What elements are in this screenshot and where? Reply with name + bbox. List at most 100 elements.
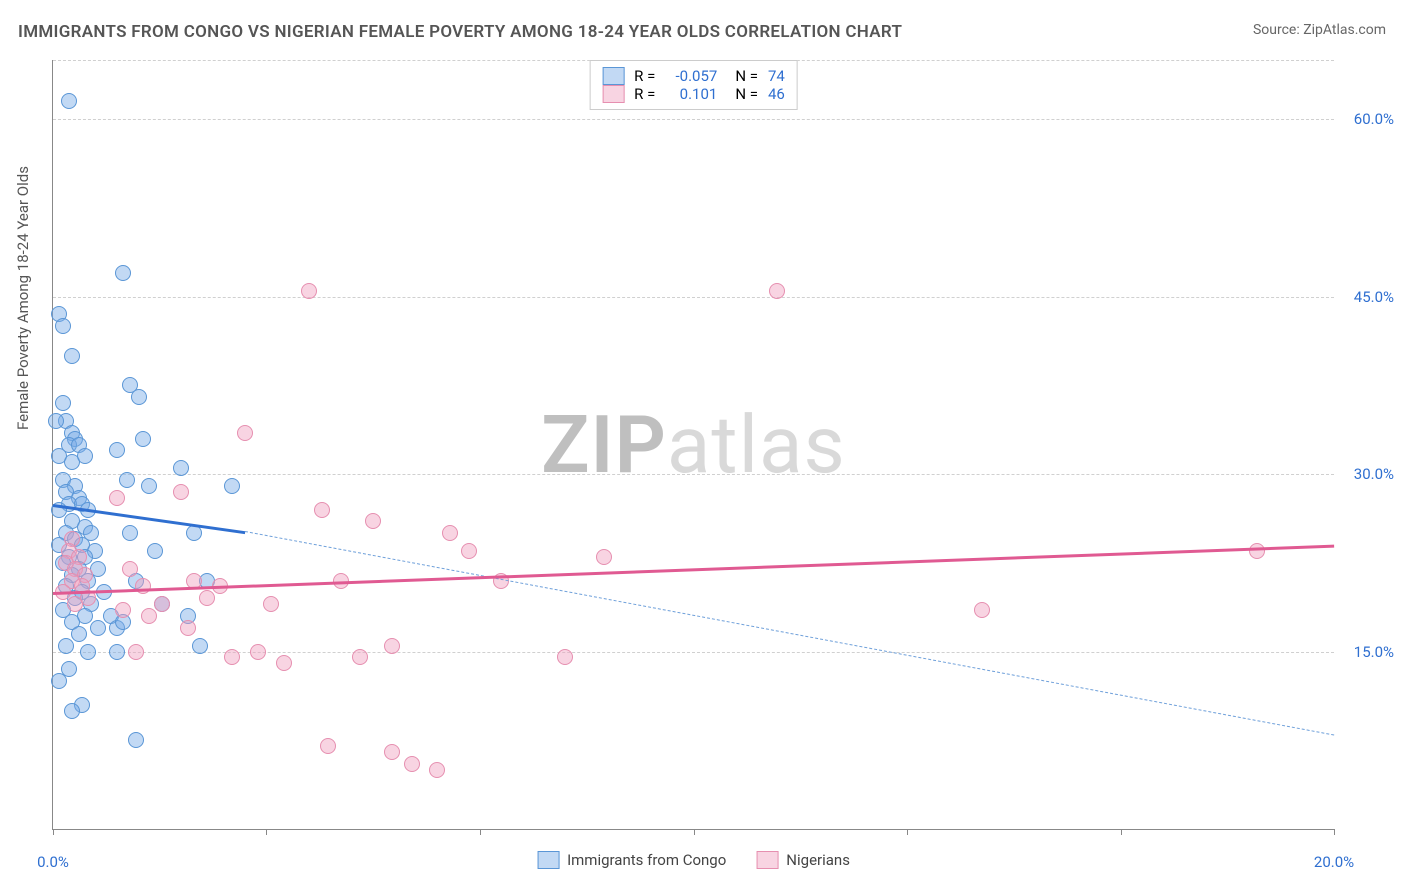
data-point <box>58 638 74 654</box>
data-point <box>71 626 87 642</box>
data-point <box>64 348 80 364</box>
data-point <box>55 395 71 411</box>
data-point <box>384 744 400 760</box>
data-point <box>461 543 477 559</box>
data-point <box>237 425 253 441</box>
watermark: ZIPatlas <box>541 398 846 492</box>
watermark-part2: atlas <box>667 398 846 492</box>
legend-n-value-0: 74 <box>768 67 785 85</box>
watermark-part1: ZIP <box>541 398 667 492</box>
data-point <box>557 649 573 665</box>
legend-n-label-0: N = <box>735 67 758 85</box>
legend-swatch-0 <box>602 67 624 85</box>
data-point <box>429 762 445 778</box>
data-point <box>90 620 106 636</box>
data-point <box>384 638 400 654</box>
data-point <box>141 608 157 624</box>
data-point <box>141 478 157 494</box>
data-point <box>442 525 458 541</box>
x-tick <box>907 829 908 835</box>
data-point <box>320 738 336 754</box>
x-tick <box>480 829 481 835</box>
data-point <box>769 283 785 299</box>
data-point <box>974 602 990 618</box>
data-point <box>67 596 83 612</box>
data-point <box>404 756 420 772</box>
series-name-0: Immigrants from Congo <box>567 851 726 869</box>
data-point <box>80 644 96 660</box>
correlation-legend: R = -0.057 N = 74 R = 0.101 N = 46 <box>589 60 798 110</box>
data-point <box>250 644 266 660</box>
x-tick <box>53 829 54 835</box>
data-point <box>135 578 151 594</box>
data-point <box>135 431 151 447</box>
gridline-h <box>53 652 1334 653</box>
x-tick-label: 0.0% <box>37 853 69 871</box>
data-point <box>352 649 368 665</box>
source-name: ZipAtlas.com <box>1303 22 1386 38</box>
data-point <box>154 596 170 612</box>
gridline-h <box>53 297 1334 298</box>
x-tick <box>266 829 267 835</box>
data-point <box>1249 543 1265 559</box>
data-point <box>301 283 317 299</box>
data-point <box>192 638 208 654</box>
data-point <box>224 649 240 665</box>
data-point <box>122 561 138 577</box>
data-point <box>131 389 147 405</box>
correlation-legend-row-0: R = -0.057 N = 74 <box>602 67 785 85</box>
data-point <box>128 732 144 748</box>
legend-n-label-1: N = <box>735 85 758 103</box>
legend-r-value-0: -0.057 <box>665 67 717 85</box>
data-point <box>596 549 612 565</box>
legend-n-value-1: 46 <box>768 85 785 103</box>
series-legend-item-1: Nigerians <box>756 851 850 869</box>
data-point <box>48 413 64 429</box>
x-tick <box>694 829 695 835</box>
data-point <box>180 620 196 636</box>
data-point <box>115 265 131 281</box>
data-point <box>109 644 125 660</box>
series-legend-item-0: Immigrants from Congo <box>537 851 726 869</box>
data-point <box>109 442 125 458</box>
y-tick-label: 60.0% <box>1338 110 1394 128</box>
data-point <box>64 703 80 719</box>
data-point <box>365 513 381 529</box>
data-point <box>109 490 125 506</box>
chart-title: IMMIGRANTS FROM CONGO VS NIGERIAN FEMALE… <box>18 22 902 42</box>
data-point <box>173 460 189 476</box>
x-tick <box>1334 829 1335 835</box>
data-point <box>77 448 93 464</box>
trend-line <box>53 545 1334 595</box>
source-prefix: Source: <box>1253 22 1303 38</box>
trend-line <box>245 531 1334 735</box>
data-point <box>55 318 71 334</box>
data-point <box>199 590 215 606</box>
y-tick-label: 15.0% <box>1338 643 1394 661</box>
legend-r-label-0: R = <box>634 67 655 85</box>
data-point <box>61 93 77 109</box>
legend-swatch-bottom-1 <box>756 851 778 869</box>
legend-swatch-bottom-0 <box>537 851 559 869</box>
data-point <box>173 484 189 500</box>
y-axis-label: Female Poverty Among 18-24 Year Olds <box>14 166 32 430</box>
series-name-1: Nigerians <box>786 851 850 869</box>
legend-r-label-1: R = <box>634 85 655 103</box>
y-tick-label: 30.0% <box>1338 465 1394 483</box>
data-point <box>224 478 240 494</box>
data-point <box>119 472 135 488</box>
plot-area: ZIPatlas R = -0.057 N = 74 R = 0.101 N =… <box>52 60 1334 830</box>
data-point <box>276 655 292 671</box>
gridline-h <box>53 474 1334 475</box>
x-tick <box>1121 829 1122 835</box>
data-point <box>122 525 138 541</box>
data-point <box>314 502 330 518</box>
y-tick-label: 45.0% <box>1338 288 1394 306</box>
legend-r-value-1: 0.101 <box>665 85 717 103</box>
legend-swatch-1 <box>602 85 624 103</box>
data-point <box>263 596 279 612</box>
data-point <box>128 644 144 660</box>
correlation-legend-row-1: R = 0.101 N = 46 <box>602 85 785 103</box>
data-point <box>51 673 67 689</box>
x-tick-label: 20.0% <box>1314 853 1354 871</box>
